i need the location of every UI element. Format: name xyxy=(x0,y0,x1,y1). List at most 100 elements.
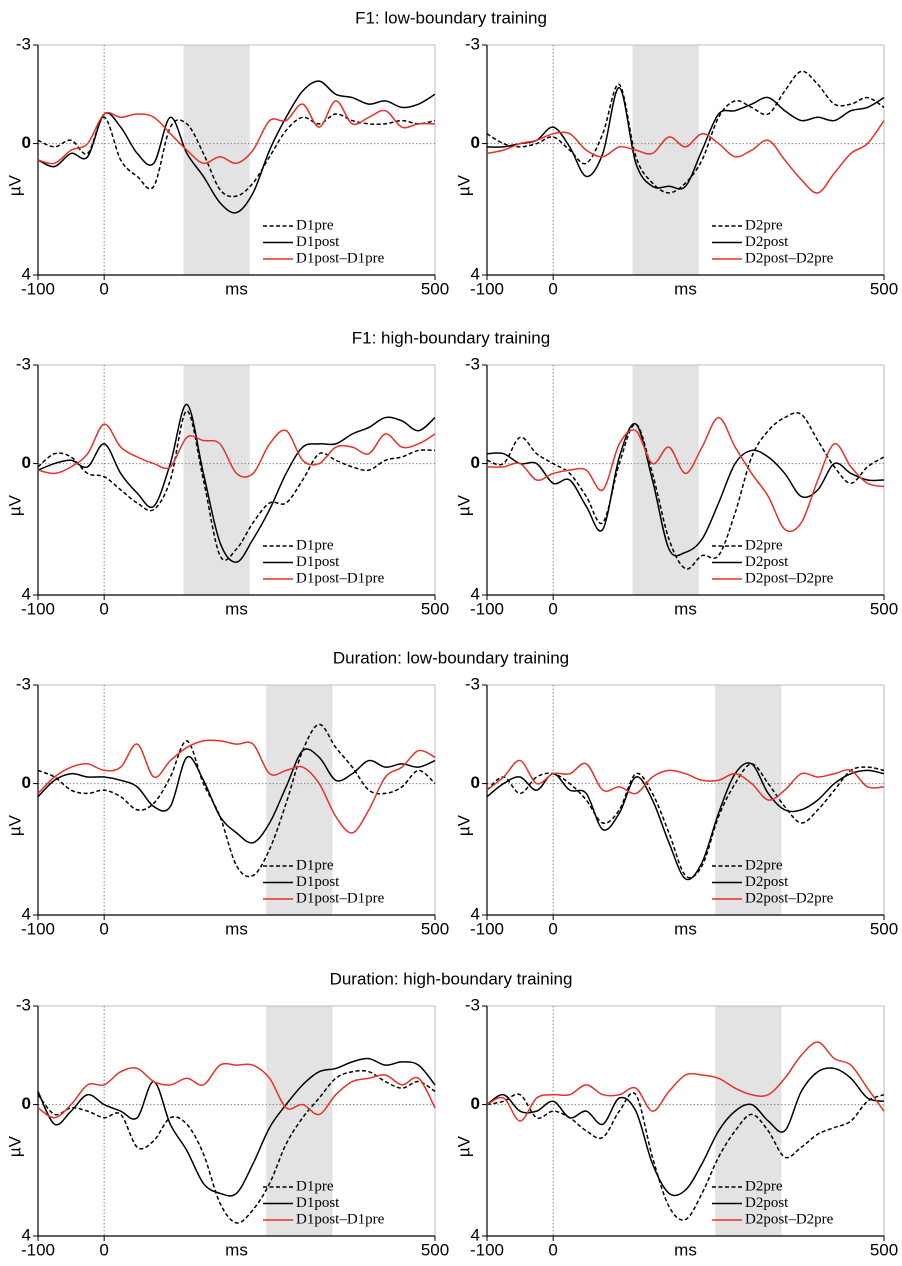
x-tick-label: 500 xyxy=(870,279,898,298)
x-tick-label: -100 xyxy=(21,919,55,938)
y-tick-label: -3 xyxy=(465,354,480,373)
series-line xyxy=(37,739,436,834)
y-tick-label: -3 xyxy=(465,674,480,693)
y-tick-label: 4 xyxy=(22,584,31,603)
y-tick-label: -3 xyxy=(465,995,480,1014)
plot-frame xyxy=(37,684,436,916)
series-line xyxy=(37,423,436,478)
y-tick-label: 0 xyxy=(22,1094,31,1113)
y-axis-label: µV xyxy=(5,494,24,516)
series-line xyxy=(486,416,885,533)
y-axis-label: µV xyxy=(5,174,24,196)
legend-label: D2post–D2pre xyxy=(745,570,834,586)
legend-label: D1pre xyxy=(296,217,334,233)
series-line xyxy=(486,70,885,194)
series-line xyxy=(486,86,885,190)
series-line xyxy=(486,1041,885,1122)
x-tick-label: 0 xyxy=(548,599,557,618)
series-line xyxy=(37,1057,436,1197)
x-tick-label: 0 xyxy=(548,279,557,298)
x-tick-label: 0 xyxy=(99,1240,108,1259)
legend-label: D1post xyxy=(296,874,340,890)
x-tick-label: 500 xyxy=(421,1240,449,1259)
y-tick-label: 4 xyxy=(471,904,480,923)
legend-label: D1post–D1pre xyxy=(296,570,385,586)
legend-label: D1pre xyxy=(296,537,334,553)
series-line xyxy=(37,113,436,198)
legend-label: D2pre xyxy=(745,857,783,873)
x-tick-label: -100 xyxy=(21,279,55,298)
x-tick-label: -100 xyxy=(470,599,504,618)
series-line xyxy=(37,1062,436,1119)
highlight-window xyxy=(632,365,699,595)
plot-frame xyxy=(37,1005,436,1237)
legend-label: D2pre xyxy=(745,1178,783,1194)
legend-label: D1post xyxy=(296,1195,340,1211)
plot-frame xyxy=(486,684,885,916)
legend-label: D2pre xyxy=(745,537,783,553)
series-line xyxy=(37,748,436,844)
highlight-window xyxy=(632,45,699,275)
series-line xyxy=(486,412,885,570)
x-tick-label: -100 xyxy=(21,599,55,618)
x-axis-label: ms xyxy=(674,599,697,618)
y-tick-label: 0 xyxy=(22,133,31,152)
x-tick-label: 0 xyxy=(99,919,108,938)
legend-label: D1post–D1pre xyxy=(296,1211,385,1227)
legend-label: D1post xyxy=(296,554,340,570)
x-tick-label: 0 xyxy=(99,279,108,298)
x-tick-label: 500 xyxy=(421,599,449,618)
legend-label: D2post–D2pre xyxy=(745,890,834,906)
legend-label: D1post–D1pre xyxy=(296,250,385,266)
x-axis-label: ms xyxy=(674,1240,697,1259)
x-tick-label: -100 xyxy=(21,1240,55,1259)
x-tick-label: 500 xyxy=(870,1240,898,1259)
x-tick-label: -100 xyxy=(470,279,504,298)
y-tick-label: 0 xyxy=(471,133,480,152)
series-line xyxy=(486,422,885,557)
x-axis-label: ms xyxy=(225,919,248,938)
legend-label: D2post xyxy=(745,1195,789,1211)
x-tick-label: 0 xyxy=(548,919,557,938)
legend-label: D2post xyxy=(745,234,789,250)
y-tick-label: 0 xyxy=(471,453,480,472)
y-tick-label: 4 xyxy=(471,584,480,603)
x-tick-label: 500 xyxy=(421,919,449,938)
series-line xyxy=(486,763,885,879)
series-line xyxy=(486,762,885,881)
row-title: F1: high-boundary training xyxy=(352,328,550,347)
series-line xyxy=(486,1067,885,1197)
highlight-window xyxy=(266,685,333,915)
y-tick-label: 0 xyxy=(471,1094,480,1113)
series-line xyxy=(37,403,436,563)
legend-label: D2post xyxy=(745,874,789,890)
highlight-window xyxy=(183,45,250,275)
y-tick-label: 4 xyxy=(22,904,31,923)
row-title: F1: low-boundary training xyxy=(355,8,547,27)
y-axis-label: µV xyxy=(454,814,473,836)
y-tick-label: 0 xyxy=(22,773,31,792)
legend-label: D1post xyxy=(296,234,340,250)
y-tick-label: -3 xyxy=(465,34,480,53)
y-tick-label: -3 xyxy=(16,674,31,693)
plot-frame xyxy=(486,1005,885,1237)
series-line xyxy=(37,1069,436,1224)
y-tick-label: 4 xyxy=(471,1225,480,1244)
y-axis-label: µV xyxy=(5,814,24,836)
series-line xyxy=(486,120,885,194)
y-axis-label: µV xyxy=(454,174,473,196)
x-tick-label: 0 xyxy=(99,599,108,618)
series-line xyxy=(37,723,436,878)
y-tick-label: 4 xyxy=(22,1225,31,1244)
x-tick-label: 0 xyxy=(548,1240,557,1259)
legend-label: D1pre xyxy=(296,857,334,873)
legend-label: D2pre xyxy=(745,217,783,233)
legend-label: D1post–D1pre xyxy=(296,890,385,906)
y-tick-label: -3 xyxy=(16,995,31,1014)
series-line xyxy=(486,759,885,801)
y-axis-label: µV xyxy=(454,494,473,516)
series-line xyxy=(486,1092,885,1221)
series-line xyxy=(37,100,436,165)
x-tick-label: 500 xyxy=(421,279,449,298)
